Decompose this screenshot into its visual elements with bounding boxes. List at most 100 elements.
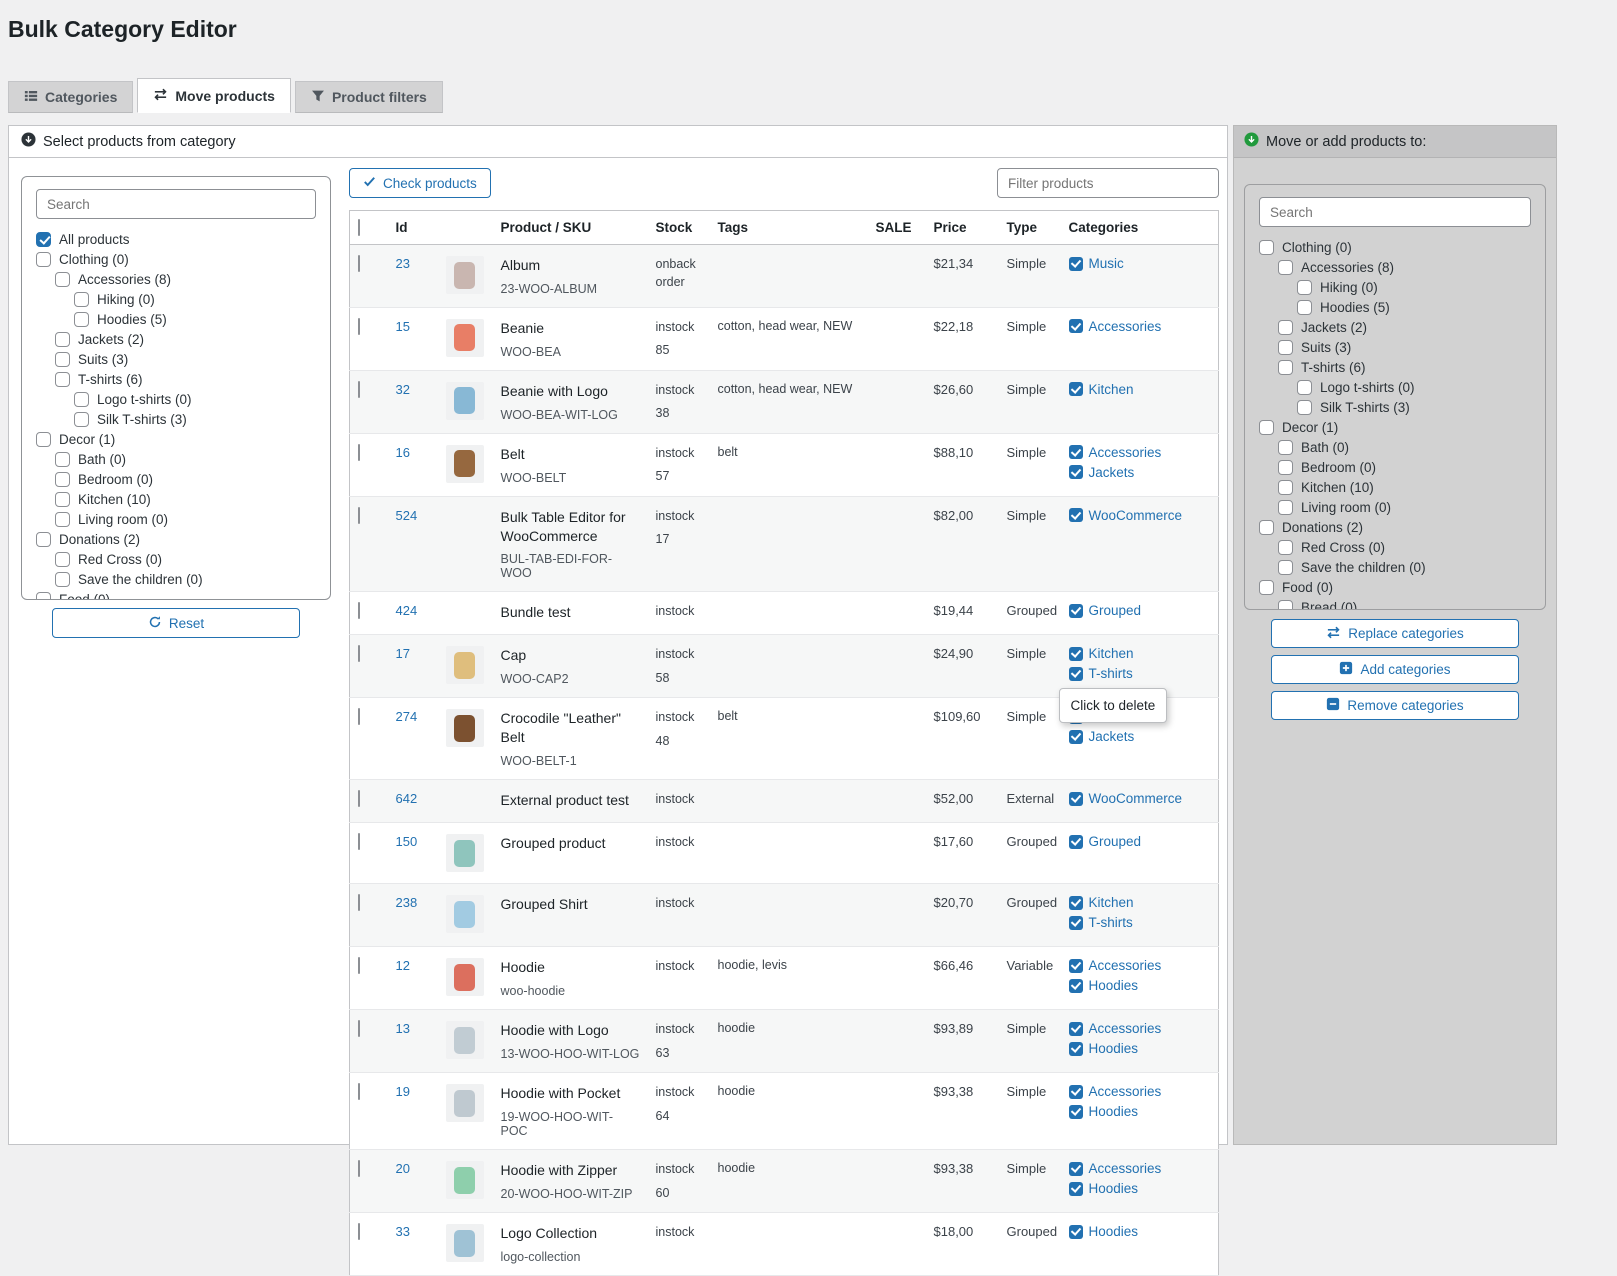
category-tag[interactable]: Kitchen xyxy=(1068,895,1211,910)
category-checkbox[interactable] xyxy=(55,371,70,387)
category-tree-item[interactable]: Decor (1) xyxy=(1259,417,1531,437)
product-id-link[interactable]: 238 xyxy=(395,895,418,911)
category-tree-item[interactable]: Kitchen (10) xyxy=(1259,477,1531,497)
category-tree-item[interactable]: Red Cross (0) xyxy=(36,549,316,569)
category-checkbox[interactable] xyxy=(55,331,70,347)
category-tree-item[interactable]: Logo t-shirts (0) xyxy=(36,389,316,409)
row-checkbox[interactable] xyxy=(358,790,360,808)
category-tag[interactable]: Grouped xyxy=(1068,603,1211,618)
product-id-link[interactable]: 13 xyxy=(395,1021,410,1037)
category-tree-item[interactable]: Accessories (8) xyxy=(36,269,316,289)
category-checkbox[interactable] xyxy=(1259,239,1274,255)
category-checkbox[interactable] xyxy=(36,231,51,247)
category-tag[interactable]: Hoodies xyxy=(1068,1041,1211,1056)
category-tree-item[interactable]: Hiking (0) xyxy=(36,289,316,309)
category-tag[interactable]: Accessories xyxy=(1068,1161,1211,1176)
category-checkbox[interactable] xyxy=(1297,279,1312,295)
product-id-link[interactable]: 524 xyxy=(395,507,418,523)
check-products-button[interactable]: Check products xyxy=(349,168,491,198)
row-checkbox[interactable] xyxy=(358,1223,360,1241)
category-tag[interactable]: Accessories xyxy=(1068,958,1211,973)
category-checkbox[interactable] xyxy=(1278,479,1293,495)
category-checkbox[interactable] xyxy=(74,391,89,407)
product-id-link[interactable]: 23 xyxy=(395,256,410,271)
category-tree-item[interactable]: Suits (3) xyxy=(1259,337,1531,357)
product-id-link[interactable]: 274 xyxy=(395,709,418,725)
category-tag[interactable]: WooCommerce xyxy=(1068,791,1211,806)
category-tree-item[interactable]: All products xyxy=(36,229,316,249)
category-tree-item[interactable]: T-shirts (6) xyxy=(1259,357,1531,377)
product-id-link[interactable]: 19 xyxy=(395,1084,410,1100)
category-tree-item[interactable]: Food (0) xyxy=(1259,577,1531,597)
category-tag[interactable]: Music xyxy=(1068,256,1211,271)
row-checkbox[interactable] xyxy=(358,833,360,851)
row-checkbox[interactable] xyxy=(358,957,360,975)
product-id-link[interactable]: 16 xyxy=(395,444,410,460)
category-tree-item[interactable]: Save the children (0) xyxy=(1259,557,1531,577)
category-checkbox[interactable] xyxy=(1259,579,1274,595)
category-checkbox[interactable] xyxy=(36,431,51,447)
category-tree-item[interactable]: Hiking (0) xyxy=(1259,277,1531,297)
category-tree-item[interactable]: Donations (2) xyxy=(36,529,316,549)
select-all-checkbox[interactable] xyxy=(358,219,360,236)
row-checkbox[interactable] xyxy=(358,1020,360,1038)
category-tag[interactable]: Kitchen xyxy=(1068,646,1211,661)
category-checkbox[interactable] xyxy=(36,591,51,599)
category-checkbox[interactable] xyxy=(55,511,70,527)
category-tree-item[interactable]: Living room (0) xyxy=(1259,497,1531,517)
category-tag[interactable]: Kitchen xyxy=(1068,382,1211,397)
category-tag[interactable]: T-shirts xyxy=(1068,666,1211,681)
category-tag[interactable]: Grouped xyxy=(1068,834,1211,849)
tab-move-products[interactable]: Move products xyxy=(137,78,291,113)
source-category-search-input[interactable] xyxy=(36,189,316,219)
product-id-link[interactable]: 150 xyxy=(395,834,418,850)
replace-categories-button[interactable]: Replace categories xyxy=(1271,619,1519,648)
tab-product-filters[interactable]: Product filters xyxy=(294,81,443,113)
category-tree-item[interactable]: Save the children (0) xyxy=(36,569,316,589)
category-tree-item[interactable]: Donations (2) xyxy=(1259,517,1531,537)
category-tree-item[interactable]: T-shirts (6) xyxy=(36,369,316,389)
row-checkbox[interactable] xyxy=(358,1160,360,1178)
row-checkbox[interactable] xyxy=(358,255,360,272)
category-checkbox[interactable] xyxy=(55,571,70,587)
category-tag[interactable]: T-shirts xyxy=(1068,915,1211,930)
reset-button[interactable]: Reset xyxy=(52,608,300,638)
category-tree-item[interactable]: Bread (0) xyxy=(1259,597,1531,609)
category-tree-item[interactable]: Silk T-shirts (3) xyxy=(36,409,316,429)
category-tree-item[interactable]: Logo t-shirts (0) xyxy=(1259,377,1531,397)
row-checkbox[interactable] xyxy=(358,894,360,912)
category-checkbox[interactable] xyxy=(1259,419,1274,435)
row-checkbox[interactable] xyxy=(358,708,360,726)
category-checkbox[interactable] xyxy=(1297,399,1312,415)
product-id-link[interactable]: 12 xyxy=(395,958,410,974)
category-tree-item[interactable]: Bath (0) xyxy=(1259,437,1531,457)
category-checkbox[interactable] xyxy=(74,291,89,307)
add-categories-button[interactable]: Add categories xyxy=(1271,655,1519,684)
category-tree-item[interactable]: Hoodies (5) xyxy=(1259,297,1531,317)
category-tree-item[interactable]: Bedroom (0) xyxy=(1259,457,1531,477)
category-checkbox[interactable] xyxy=(55,471,70,487)
product-id-link[interactable]: 20 xyxy=(395,1161,410,1177)
category-checkbox[interactable] xyxy=(55,271,70,287)
category-checkbox[interactable] xyxy=(1297,379,1312,395)
category-tree-item[interactable]: Jackets (2) xyxy=(36,329,316,349)
category-checkbox[interactable] xyxy=(1278,559,1293,575)
category-checkbox[interactable] xyxy=(1297,299,1312,315)
category-checkbox[interactable] xyxy=(1278,259,1293,275)
category-tree-item[interactable]: Decor (1) xyxy=(36,429,316,449)
category-tag[interactable]: Hoodies xyxy=(1068,1181,1211,1196)
product-id-link[interactable]: 32 xyxy=(395,381,410,397)
remove-categories-button[interactable]: Remove categories xyxy=(1271,691,1519,720)
category-checkbox[interactable] xyxy=(1278,499,1293,515)
category-tree-item[interactable]: Bath (0) xyxy=(36,449,316,469)
category-tree-item[interactable]: Jackets (2) xyxy=(1259,317,1531,337)
category-checkbox[interactable] xyxy=(74,311,89,327)
row-checkbox[interactable] xyxy=(358,602,360,620)
category-tag[interactable]: Accessories xyxy=(1068,1021,1211,1036)
tab-categories[interactable]: Categories xyxy=(8,81,134,113)
row-checkbox[interactable] xyxy=(358,645,360,663)
product-id-link[interactable]: 17 xyxy=(395,646,410,662)
category-checkbox[interactable] xyxy=(36,531,51,547)
category-checkbox[interactable] xyxy=(1278,599,1293,609)
category-tree-item[interactable]: Silk T-shirts (3) xyxy=(1259,397,1531,417)
